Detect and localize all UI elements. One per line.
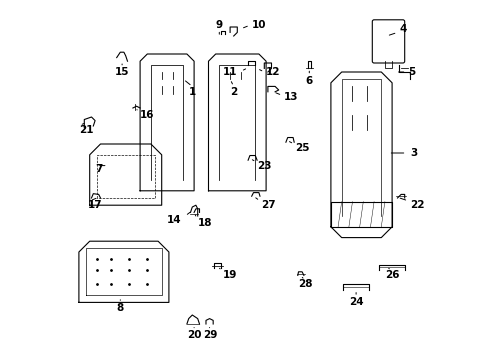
Text: 7: 7	[95, 164, 102, 174]
Text: 2: 2	[230, 87, 237, 97]
Text: 11: 11	[223, 67, 237, 77]
Text: 28: 28	[298, 279, 312, 289]
Text: 16: 16	[140, 110, 154, 120]
Text: 23: 23	[257, 161, 271, 171]
Text: 4: 4	[399, 24, 406, 34]
Text: 15: 15	[115, 67, 129, 77]
Text: 17: 17	[88, 200, 102, 210]
Text: 1: 1	[188, 87, 196, 97]
Text: 22: 22	[409, 200, 424, 210]
Text: 10: 10	[251, 20, 265, 30]
Text: 26: 26	[384, 270, 399, 280]
Text: 12: 12	[265, 67, 280, 77]
Text: 8: 8	[117, 303, 123, 313]
Text: 14: 14	[166, 215, 181, 225]
Text: 13: 13	[284, 92, 298, 102]
Text: 24: 24	[348, 297, 363, 307]
Text: 20: 20	[186, 330, 201, 340]
Text: 19: 19	[223, 270, 237, 280]
Text: 5: 5	[407, 67, 415, 77]
Text: 3: 3	[409, 148, 416, 158]
Text: 27: 27	[260, 200, 275, 210]
Text: 6: 6	[305, 76, 312, 86]
Text: 21: 21	[79, 125, 93, 135]
Text: 9: 9	[215, 20, 223, 30]
Text: 25: 25	[294, 143, 309, 153]
Text: 29: 29	[203, 330, 217, 340]
Text: 18: 18	[197, 218, 212, 228]
